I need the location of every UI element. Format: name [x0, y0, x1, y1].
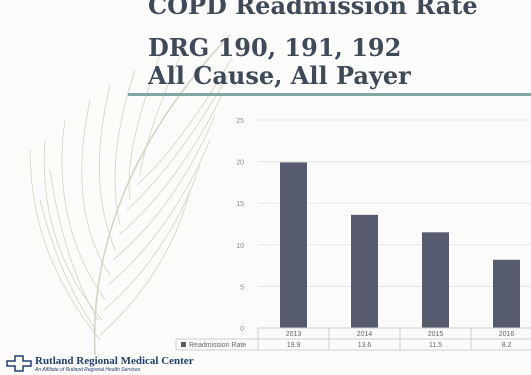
- x-tick-label: 2015: [428, 331, 444, 338]
- y-tick-label: 15: [236, 201, 244, 208]
- data-label: 11.5: [429, 342, 442, 349]
- slide-title-line-2: DRG 190, 191, 192: [148, 33, 402, 62]
- logo-tagline: An Affiliate of Rutland Regional Health …: [35, 367, 141, 373]
- slide-title-line-1: COPD Readmission Rate: [148, 0, 478, 20]
- x-tick-label: 2013: [286, 331, 302, 338]
- legend-swatch: [181, 342, 186, 347]
- y-tick-label: 25: [236, 118, 244, 125]
- title-divider: [128, 93, 531, 96]
- logo-name: Rutland Regional Medical Center: [35, 355, 194, 367]
- data-label: 13.6: [358, 342, 372, 349]
- x-tick-label: 2016: [499, 331, 515, 338]
- slide-title-line-3: All Cause, All Payer: [148, 61, 411, 90]
- x-tick-label: 2014: [357, 331, 373, 338]
- legend-label: Readmission Rate: [189, 342, 246, 349]
- bar: [493, 259, 520, 328]
- y-tick-label: 5: [240, 284, 244, 291]
- medical-cross-icon: [6, 355, 32, 372]
- data-label: 19.9: [287, 342, 301, 349]
- bar: [351, 214, 378, 328]
- bar: [280, 162, 307, 328]
- bar: [422, 232, 449, 328]
- y-tick-label: 0: [240, 326, 244, 333]
- rrmc-logo: Rutland Regional Medical Center An Affil…: [6, 355, 194, 374]
- y-tick-label: 20: [236, 160, 244, 167]
- data-label: 8.2: [502, 342, 512, 349]
- y-tick-label: 10: [236, 243, 244, 250]
